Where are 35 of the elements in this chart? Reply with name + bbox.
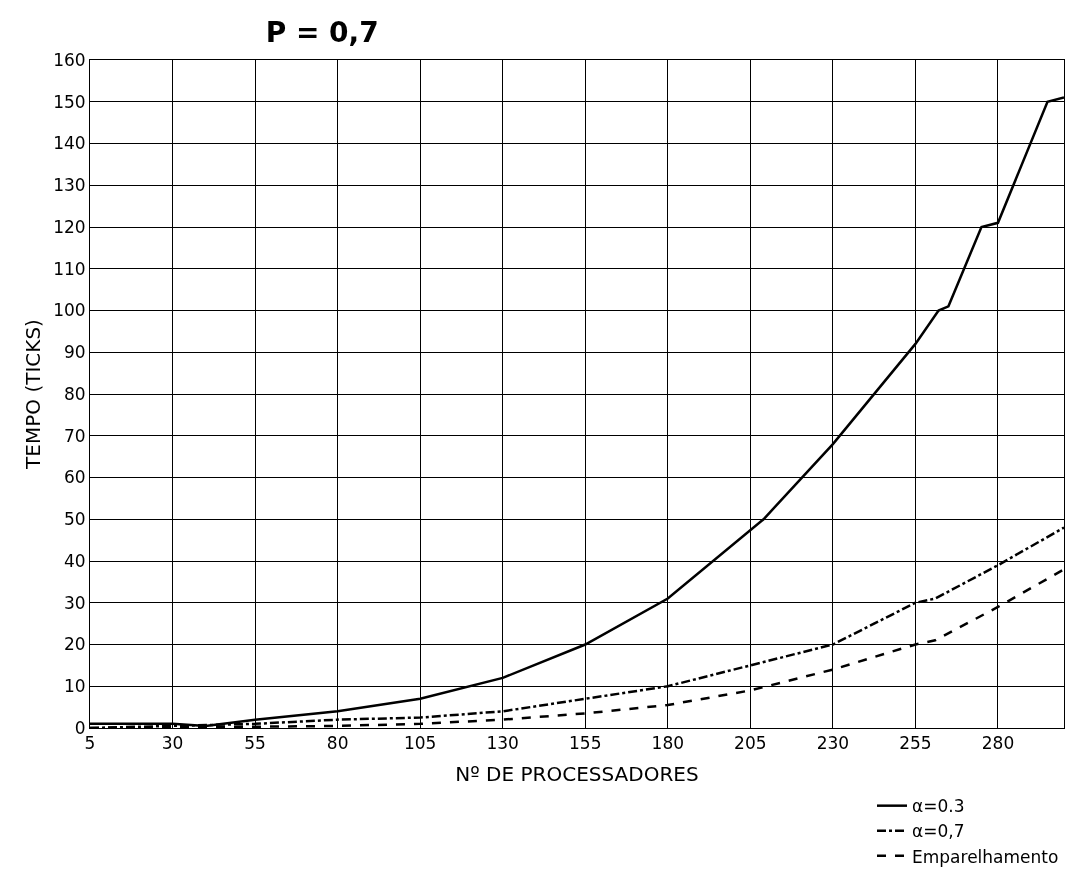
y-tick-label: 70 xyxy=(63,425,86,446)
y-tick-label: 30 xyxy=(63,592,86,613)
y-tick-label: 130 xyxy=(53,175,86,196)
y-tick-label: 80 xyxy=(63,383,86,404)
x-tick-label: 205 xyxy=(734,733,767,754)
chart-title: P = 0,7 xyxy=(265,15,379,49)
y-tick-label: 40 xyxy=(63,550,86,571)
x-tick-label: 130 xyxy=(486,733,519,754)
legend-label: α=0.3 xyxy=(912,796,965,817)
x-tick-label: 105 xyxy=(403,733,437,754)
x-tick-label: 30 xyxy=(161,733,184,754)
x-tick-label: 155 xyxy=(569,733,602,754)
y-axis-title: TEMPO (TICKS) xyxy=(21,319,45,470)
x-tick-label: 255 xyxy=(899,733,932,754)
y-tick-label: 120 xyxy=(53,216,86,237)
x-tick-label: 180 xyxy=(651,733,685,754)
x-tick-label: 80 xyxy=(326,733,349,754)
y-tick-label: 0 xyxy=(74,717,86,738)
x-tick-label: 230 xyxy=(816,733,850,754)
y-tick-label: 60 xyxy=(63,467,86,488)
y-tick-label: 150 xyxy=(53,91,86,112)
y-tick-label: 20 xyxy=(63,634,86,655)
legend-label: α=0,7 xyxy=(912,821,965,842)
y-tick-label: 50 xyxy=(63,509,86,530)
x-tick-label: 55 xyxy=(244,733,266,754)
y-tick-label: 140 xyxy=(53,133,86,154)
x-tick-label: 5 xyxy=(84,733,96,754)
y-tick-label: 110 xyxy=(53,258,86,279)
y-tick-label: 160 xyxy=(53,49,86,70)
x-tick-label: 280 xyxy=(981,733,1015,754)
legend-label: Emparelhamento xyxy=(912,846,1059,867)
x-axis-title: Nº DE PROCESSADORES xyxy=(455,761,699,786)
y-tick-label: 90 xyxy=(63,342,86,363)
y-tick-label: 100 xyxy=(53,300,86,321)
y-tick-label: 10 xyxy=(63,676,86,697)
